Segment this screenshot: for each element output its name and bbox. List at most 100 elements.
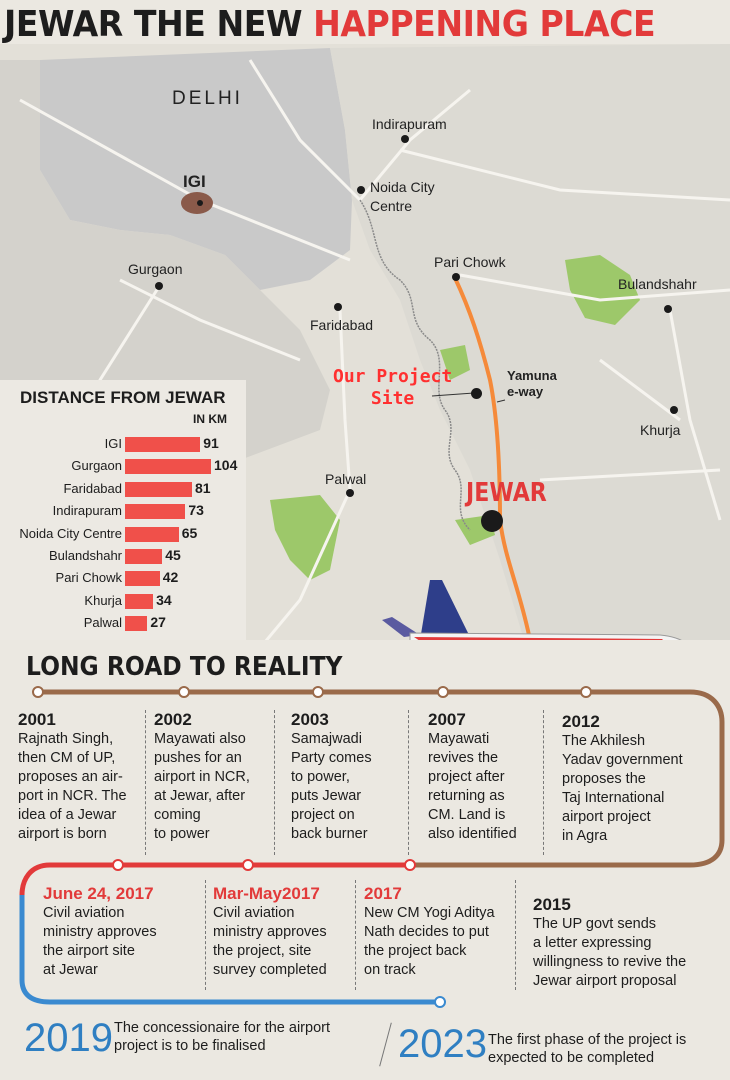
divider — [274, 710, 275, 855]
timeline-section — [0, 640, 730, 1080]
label-khurja: Khurja — [640, 422, 681, 438]
future-year-2023: 2023 — [398, 1022, 487, 1066]
label-yamuna-eway: Yamuna e-way — [507, 368, 557, 399]
label-bulandshahr: Bulandshahr — [618, 276, 697, 292]
timeline-year: 2012 — [562, 712, 600, 731]
yamuna-river — [359, 199, 471, 531]
distance-label: Noida City Centre — [19, 525, 122, 541]
distance-panel — [0, 380, 246, 650]
distance-label: Bulandshahr — [49, 548, 122, 563]
timeline-nodes-red — [112, 859, 416, 871]
dot-pari-chowk — [452, 273, 460, 281]
timeline-year: 2001 — [18, 710, 56, 729]
distance-bar — [125, 571, 160, 587]
divider — [205, 880, 206, 990]
project-site-leader — [431, 392, 475, 397]
divider — [355, 880, 356, 990]
timeline-text: Civil aviation ministry approves the pro… — [213, 905, 327, 978]
yamuna-expressway — [453, 277, 532, 641]
plane-small-fin — [382, 617, 420, 637]
timeline-year: 2015 — [533, 895, 571, 914]
dot-jewar — [481, 510, 503, 532]
distance-bar — [125, 459, 211, 475]
timeline-year: 2002 — [154, 710, 192, 729]
timeline-year: 2017 — [364, 884, 402, 903]
dot-khurja — [670, 406, 678, 414]
timeline-item-mar-may-2017: Mar-May2017 Civil aviation ministry appro… — [213, 884, 353, 980]
eway-leader — [496, 399, 506, 403]
timeline-year: 2003 — [291, 710, 329, 729]
distance-label: Khurja — [84, 592, 122, 608]
distance-row: Noida City Centre 65 — [0, 524, 240, 544]
timeline-item-2007: 2007 Mayawati revives the project after r… — [428, 710, 543, 844]
distance-unit: IN KM — [193, 412, 227, 426]
headline: JEWAR THE NEW HAPPENING PLACE — [4, 4, 656, 45]
timeline-text: Mayawati revives the project after retur… — [428, 731, 517, 842]
plane-tail — [420, 580, 470, 640]
timeline-item-2015: 2015 The UP govt sends a letter expressin… — [533, 895, 725, 991]
distance-row: IGI 91 — [0, 434, 240, 454]
label-delhi: DELHI — [172, 88, 243, 109]
timeline-text: The Akhilesh Yadav government proposes t… — [562, 733, 683, 844]
distance-bar — [125, 616, 148, 632]
headline-part1: JEWAR THE NEW — [4, 4, 314, 45]
distance-value: 81 — [194, 479, 211, 496]
timeline-track-brown — [38, 689, 725, 868]
green-patch-yamuna — [440, 345, 470, 380]
distance-row: Bulandshahr 45 — [0, 546, 240, 566]
label-jewar: JEWAR — [466, 478, 547, 508]
timeline-text: Civil aviation ministry approves the air… — [43, 905, 157, 978]
dot-bulandshahr — [664, 305, 672, 313]
divider — [515, 880, 516, 990]
label-indirapuram: Indirapuram — [372, 116, 447, 132]
distance-title: DISTANCE FROM JEWAR — [20, 388, 226, 407]
timeline-text: New CM Yogi Aditya Nath decides to put t… — [364, 905, 495, 978]
future-text-2019: The concessionaire for the airport proje… — [114, 1020, 330, 1054]
distance-row: Gurgaon 104 — [0, 456, 240, 476]
future-year-2019: 2019 — [24, 1016, 113, 1060]
distance-row: Indirapuram 73 — [0, 501, 240, 521]
timeline-track-svg — [19, 686, 725, 1008]
distance-label: Palwal — [83, 615, 122, 631]
distance-value: 65 — [181, 524, 198, 541]
dot-indirapuram — [401, 135, 409, 143]
timeline-nodes-brown — [32, 686, 592, 698]
timeline-text: Rajnath Singh, then CM of UP, proposes a… — [18, 731, 127, 842]
green-patch-bulandshahr — [565, 255, 640, 325]
distance-value: 73 — [188, 502, 204, 519]
dot-gurgaon — [155, 282, 163, 290]
distance-row: Palwal 27 — [0, 613, 240, 633]
timeline-text: Mayawati also pushes for an airport in N… — [154, 731, 250, 842]
distance-bar — [125, 437, 201, 452]
dot-noida — [357, 186, 365, 194]
timeline-track-blue — [19, 895, 440, 1005]
divider — [145, 710, 146, 855]
distance-value: 42 — [162, 569, 179, 586]
label-palwal: Palwal — [325, 471, 367, 487]
distance-row: Pari Chowk 42 — [0, 568, 240, 588]
green-patch-palwal — [270, 495, 340, 580]
timeline-year: June 24, 2017 — [43, 884, 154, 903]
label-gurgaon: Gurgaon — [128, 261, 183, 277]
distance-bar — [125, 593, 154, 609]
timeline-text: The UP govt sends a letter expressing wi… — [533, 916, 687, 989]
timeline-item-2001: 2001 Rajnath Singh, then CM of UP, propos… — [18, 710, 143, 844]
timeline-node-blue — [434, 996, 446, 1008]
distance-label: Indirapuram — [52, 503, 122, 519]
region-east — [330, 44, 730, 660]
distance-label: IGI — [104, 436, 122, 451]
distance-label: Faridabad — [63, 480, 122, 496]
distance-value: 27 — [150, 614, 166, 631]
label-noida-city-centre: Noida City Centre — [370, 179, 435, 214]
label-faridabad: Faridabad — [310, 317, 374, 333]
distance-value: 104 — [214, 457, 238, 474]
distance-row: Khurja 34 — [0, 591, 240, 611]
timeline-item-2003: 2003 Samajwadi Party comes to power, puts… — [291, 710, 406, 844]
distance-bar — [125, 481, 192, 497]
distance-label: Gurgaon — [71, 458, 122, 474]
distance-bar — [125, 504, 186, 520]
distance-value: 91 — [203, 435, 219, 451]
label-igi: IGI — [183, 172, 206, 191]
label-project-site: Our Project Site — [333, 366, 453, 409]
